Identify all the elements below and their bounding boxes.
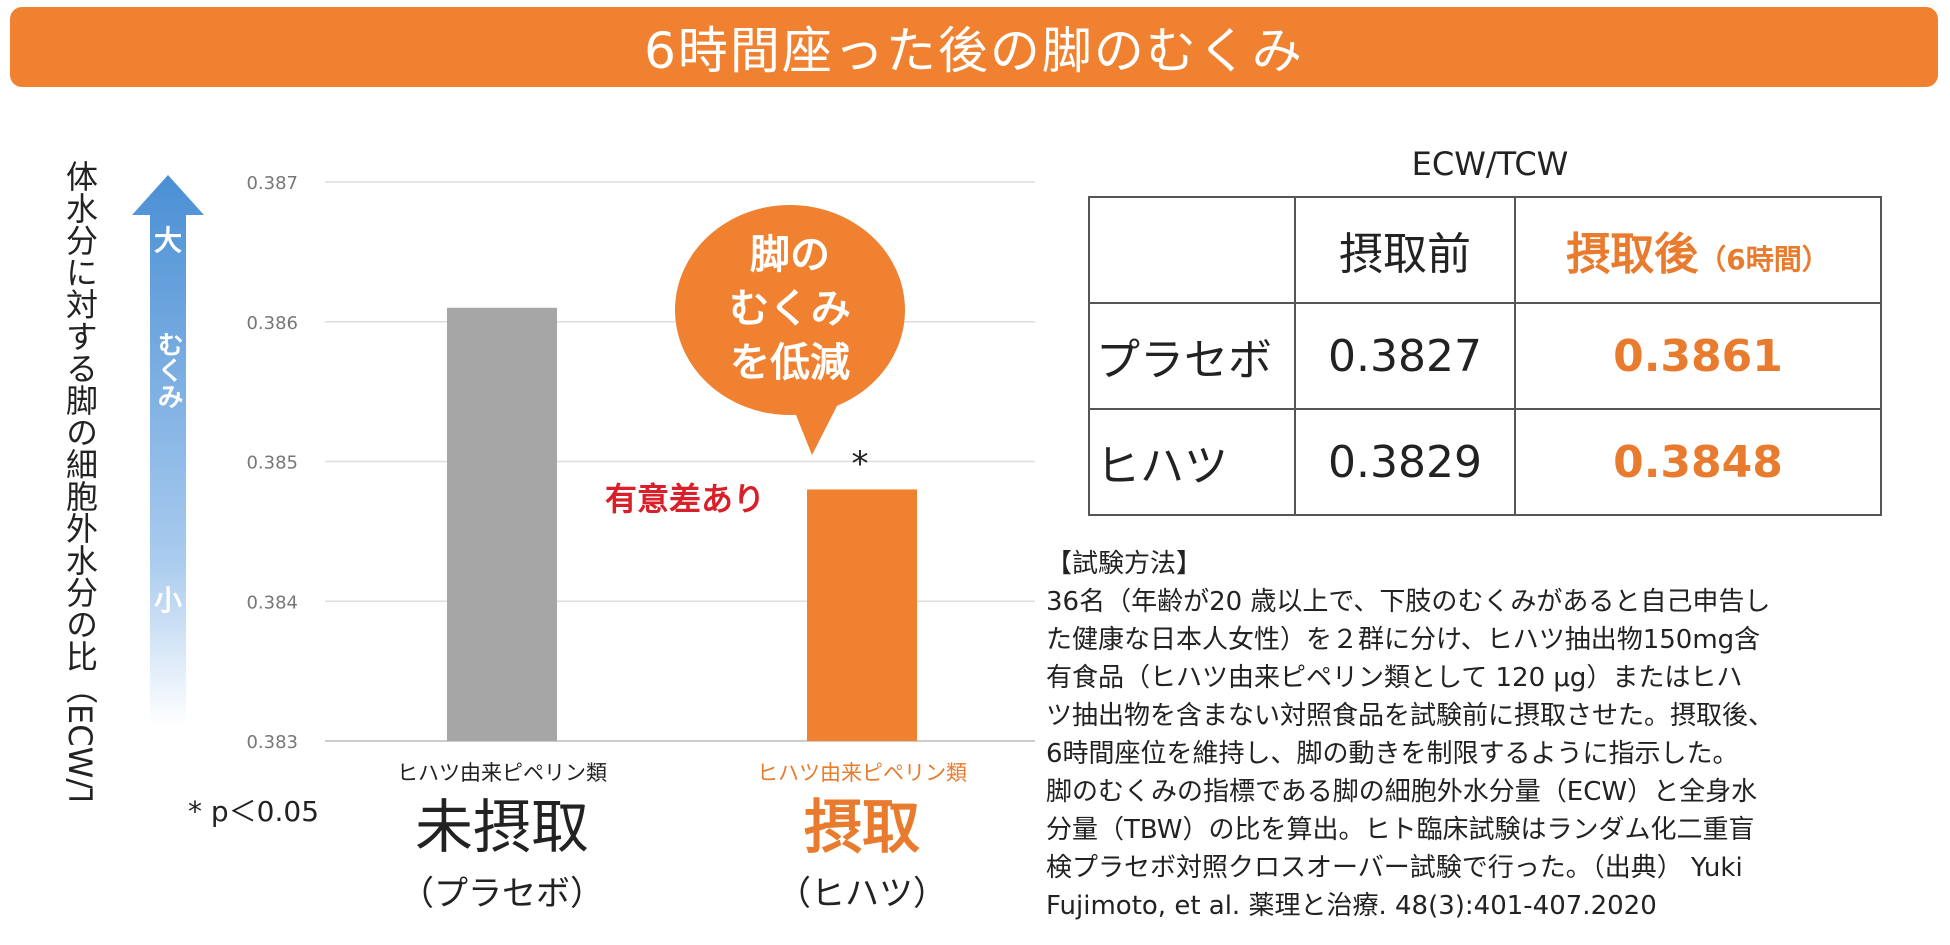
method-line: た健康な日本人女性）を２群に分け、ヒハツ抽出物150mg含 xyxy=(1046,625,1761,655)
method-heading: 【試験方法】 xyxy=(1046,549,1203,579)
method-line: 検プラセボ対照クロスオーバー試験で行った。（出典） Yuki xyxy=(1046,853,1743,883)
table-header-row: 摂取前 摂取後（6時間） xyxy=(1088,196,1882,304)
table-title: ECW/TCW xyxy=(1411,145,1569,183)
y-axis-label: 体水分に対する脚の細胞外水分の比（ECW/TCW） xyxy=(61,160,99,800)
y-tick-label: 0.383 xyxy=(246,732,298,753)
table-cell-after: 0.3848 xyxy=(1514,408,1882,516)
method-line: 36名（年齢が20 歳以上で、下肢のむくみがあると自己申告し xyxy=(1046,587,1771,617)
y-tick-label: 0.387 xyxy=(246,173,298,194)
category-label-placebo: 未摂取 xyxy=(414,793,589,861)
category-sublabel-placebo: ヒハツ由来ピペリン類 xyxy=(397,761,607,785)
table-header-after-label: 摂取後 xyxy=(1566,229,1699,280)
method-line: ツ抽出物を含まない対照食品を試験前に摂取させた。摂取後、 xyxy=(1046,701,1775,731)
table-cell-before: 0.3827 xyxy=(1294,302,1516,410)
table-header-after-note: （6時間） xyxy=(1698,243,1830,276)
category-paren-hihatsu: （ヒハツ） xyxy=(777,874,947,914)
ecw-tcw-table: 摂取前 摂取後（6時間） プラセボ 0.3827 0.3861 ヒハツ 0.38… xyxy=(1088,196,1882,516)
y-tick-label: 0.385 xyxy=(246,453,298,474)
table-cell-before: 0.3829 xyxy=(1294,408,1516,516)
title-bar: 6時間座った後の脚のむくみ xyxy=(10,7,1938,87)
table-header-before: 摂取前 xyxy=(1294,196,1516,304)
arrow-up-icon xyxy=(132,175,204,725)
table-row-label: ヒハツ xyxy=(1088,408,1296,516)
category-label-hihatsu: 摂取 xyxy=(803,793,920,861)
table-header-after: 摂取後（6時間） xyxy=(1514,196,1882,304)
bar-hihatsu xyxy=(807,489,917,741)
method-section: 【試験方法】 36名（年齢が20 歳以上で、下肢のむくみがあると自己申告し た健… xyxy=(1046,545,1946,925)
table-cell-after: 0.3861 xyxy=(1514,302,1882,410)
method-line: 6時間座位を維持し、脚の動きを制限するように指示した。 xyxy=(1046,739,1739,769)
table-header-empty xyxy=(1088,196,1296,304)
speech-bubble: 脚の むくみ を低減 xyxy=(675,205,905,455)
y-tick-label: 0.386 xyxy=(246,313,298,334)
page-title: 6時間座った後の脚のむくみ xyxy=(644,22,1304,80)
method-line: 脚のむくみの指標である脚の細胞外水分量（ECW）と全身水 xyxy=(1046,777,1758,807)
method-line: Fujimoto, et al. 薬理と治療. 48(3):401-407.20… xyxy=(1046,891,1657,921)
table-row: プラセボ 0.3827 0.3861 xyxy=(1088,302,1882,410)
arrow-middle-label: むくみ xyxy=(153,331,183,409)
bar-placebo xyxy=(447,307,557,741)
p-value-note: * p＜0.05 xyxy=(188,795,320,828)
y-tick-label: 0.384 xyxy=(246,592,298,613)
significance-label: 有意差あり xyxy=(605,480,765,518)
method-line: 有食品（ヒハツ由来ピペリン類として 120 μg）またはヒハ xyxy=(1046,663,1743,693)
bubble-line-2: むくみ xyxy=(729,286,851,332)
significance-asterisk: * xyxy=(852,444,869,484)
table-row-label: プラセボ xyxy=(1088,302,1296,410)
table-row: ヒハツ 0.3829 0.3848 xyxy=(1088,408,1882,516)
category-paren-placebo: （プラセボ） xyxy=(400,874,604,914)
arrow-bottom-label: 小 xyxy=(154,584,182,617)
arrow-top-label: 大 xyxy=(154,224,182,257)
bubble-line-1: 脚の xyxy=(750,232,830,278)
category-sublabel-hihatsu: ヒハツ由来ピペリン類 xyxy=(757,761,967,785)
bubble-line-3: を低減 xyxy=(730,340,850,386)
method-line: 分量（TBW）の比を算出。ヒト臨床試験はランダム化二重盲 xyxy=(1046,815,1755,845)
bar-chart: 体水分に対する脚の細胞外水分の比（ECW/TCW） 大 むくみ 小 0.387 0… xyxy=(61,160,1035,800)
